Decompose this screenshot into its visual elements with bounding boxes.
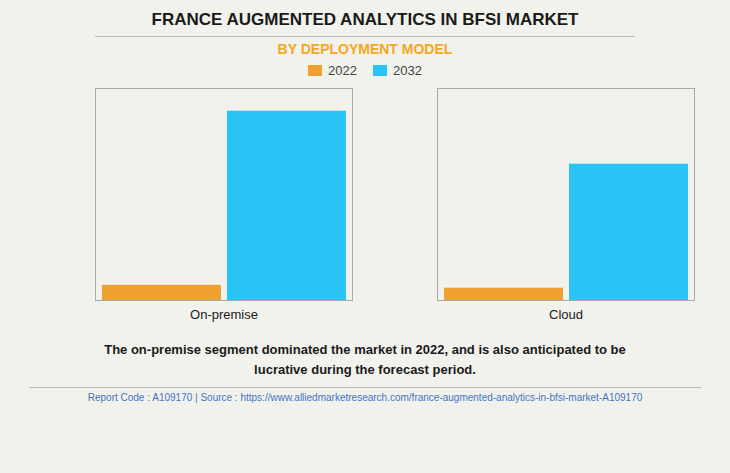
html-text:Report Code : A109170 | Source: Report Code : A109170 | Source : https:/… xyxy=(87,392,643,403)
svg-text:On-premise: On-premise xyxy=(190,307,258,322)
html-text:2032: 2032 xyxy=(393,63,422,78)
html-text:2022: 2022 xyxy=(328,63,357,78)
html-text:lucrative during the forecast: lucrative during the forecast period. xyxy=(254,361,476,377)
html-text:BY DEPLOYMENT MODEL: BY DEPLOYMENT MODEL xyxy=(277,41,453,57)
svg-text:Cloud: Cloud xyxy=(549,307,583,322)
html-text:FRANCE AUGMENTED ANALYTICS IN: FRANCE AUGMENTED ANALYTICS IN BFSI MARKE… xyxy=(151,10,579,29)
html-text:The on-premise segment dominat: The on-premise segment dominated the mar… xyxy=(104,342,626,357)
